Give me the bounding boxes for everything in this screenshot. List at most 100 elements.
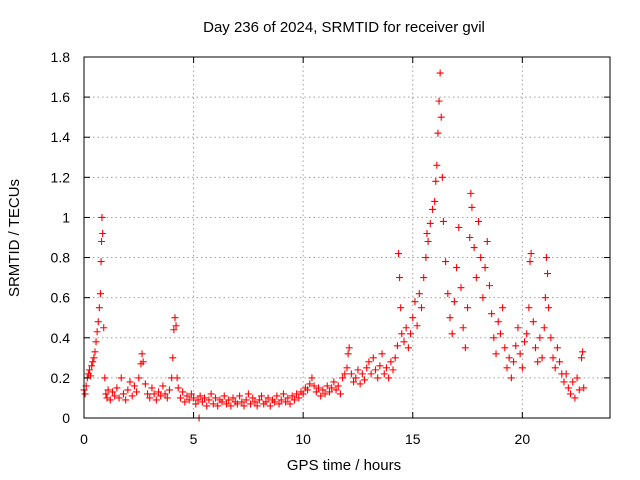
y-tick-label: 0.8 xyxy=(51,250,71,266)
data-point xyxy=(396,274,404,282)
data-point xyxy=(398,330,406,338)
data-point xyxy=(139,358,147,366)
data-point xyxy=(503,364,511,372)
data-point xyxy=(499,304,507,312)
y-tick-label: 0.4 xyxy=(51,330,71,346)
data-point xyxy=(229,394,237,402)
data-point xyxy=(512,342,520,350)
data-point xyxy=(169,354,177,362)
data-point xyxy=(124,386,132,394)
data-point xyxy=(411,298,419,306)
data-point xyxy=(575,386,583,394)
data-point xyxy=(172,322,180,330)
data-point xyxy=(295,394,303,402)
data-point xyxy=(395,250,403,258)
data-point xyxy=(418,304,426,312)
data-point xyxy=(238,398,246,406)
data-point xyxy=(242,396,250,404)
data-point xyxy=(402,324,410,332)
data-point xyxy=(538,354,546,362)
data-point xyxy=(556,358,564,366)
data-point xyxy=(358,370,366,378)
data-point xyxy=(409,314,417,322)
data-point xyxy=(212,394,219,402)
data-point xyxy=(92,338,100,346)
data-point xyxy=(464,304,472,312)
data-point xyxy=(426,219,434,227)
data-point xyxy=(225,396,233,404)
y-tick-label: 1.2 xyxy=(51,169,71,185)
data-point xyxy=(90,354,98,362)
data-point xyxy=(541,294,549,302)
data-point xyxy=(282,398,290,406)
data-point xyxy=(510,358,518,366)
data-point xyxy=(560,378,568,386)
data-point xyxy=(393,342,401,350)
data-point xyxy=(284,394,292,402)
data-point xyxy=(293,390,301,398)
data-point xyxy=(117,374,125,382)
data-point xyxy=(207,390,215,398)
data-point xyxy=(89,358,97,366)
data-point xyxy=(312,388,320,396)
data-point xyxy=(251,398,259,406)
data-point xyxy=(98,213,106,221)
data-point xyxy=(96,290,104,298)
data-point xyxy=(444,290,452,298)
data-point xyxy=(470,244,478,252)
data-point xyxy=(433,161,441,169)
data-point xyxy=(266,402,274,410)
data-point xyxy=(354,366,362,374)
data-point xyxy=(161,390,169,398)
data-point xyxy=(100,324,108,332)
data-point xyxy=(483,238,491,246)
data-point xyxy=(442,258,450,266)
data-point xyxy=(571,394,579,402)
data-point xyxy=(155,388,163,396)
data-point xyxy=(481,264,489,272)
data-point xyxy=(529,318,537,326)
data-point xyxy=(317,392,325,400)
data-point xyxy=(185,396,193,404)
data-point xyxy=(455,223,463,231)
data-point xyxy=(138,350,146,358)
data-point xyxy=(319,386,327,394)
data-point xyxy=(553,344,561,352)
data-point xyxy=(173,374,181,382)
data-point xyxy=(146,394,154,402)
data-point xyxy=(400,338,408,346)
data-point xyxy=(113,384,121,392)
data-point xyxy=(190,394,198,402)
data-point xyxy=(203,402,211,410)
data-point xyxy=(258,392,266,400)
data-point xyxy=(457,284,465,292)
data-point xyxy=(387,358,395,366)
data-point xyxy=(264,394,272,402)
data-point xyxy=(171,314,179,322)
data-point xyxy=(540,324,548,332)
x-tick-label: 10 xyxy=(295,431,311,447)
data-point xyxy=(196,392,204,400)
y-tick-label: 0 xyxy=(62,410,70,426)
y-tick-label: 1.4 xyxy=(51,129,71,145)
data-point xyxy=(332,386,340,394)
data-point xyxy=(97,258,105,266)
data-point xyxy=(466,234,474,241)
data-point xyxy=(255,396,263,404)
data-point xyxy=(468,203,476,211)
data-point xyxy=(240,402,248,410)
data-point xyxy=(87,372,95,380)
data-point xyxy=(93,328,101,336)
data-point xyxy=(461,344,469,352)
data-point xyxy=(525,304,533,312)
data-point xyxy=(336,390,344,398)
data-point xyxy=(288,392,296,400)
data-point xyxy=(545,304,553,312)
data-point xyxy=(106,396,114,404)
data-point xyxy=(187,390,195,398)
data-point xyxy=(551,364,559,372)
x-axis: 0 5 10 15 20 xyxy=(80,57,530,447)
data-point xyxy=(423,229,431,237)
data-point xyxy=(249,394,257,402)
data-point xyxy=(174,384,182,392)
